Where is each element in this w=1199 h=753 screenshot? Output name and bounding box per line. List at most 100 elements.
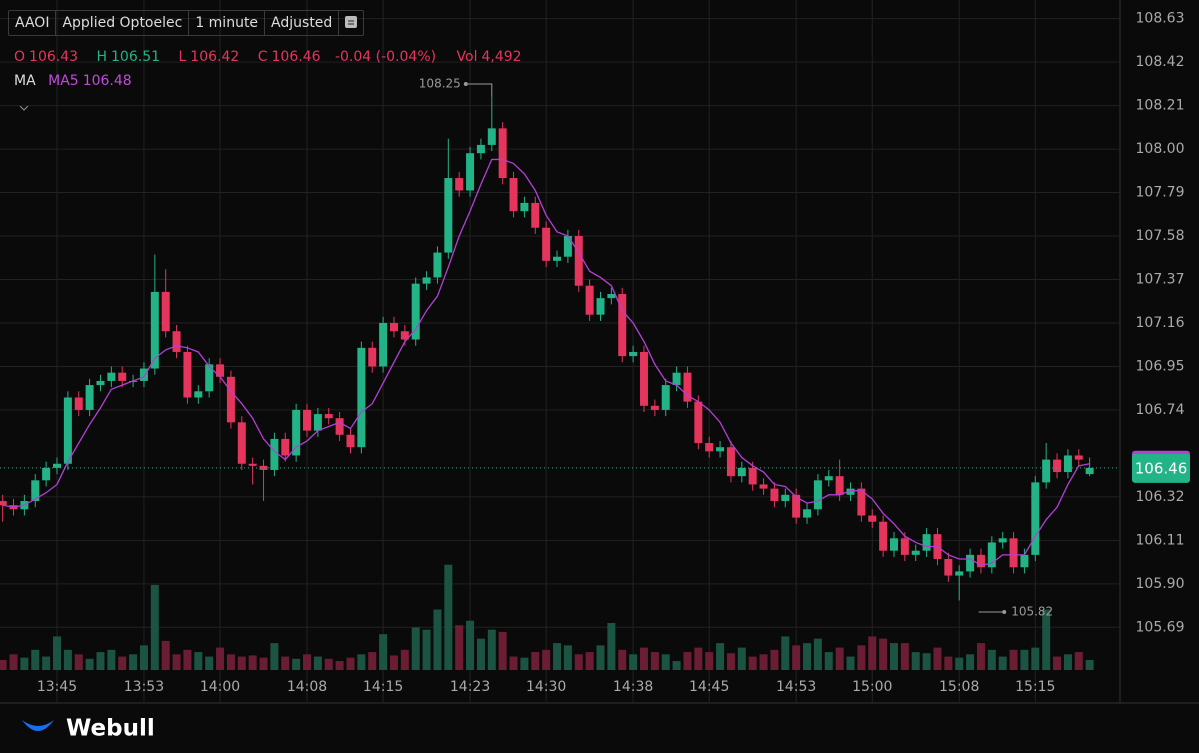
volume-bar — [476, 638, 485, 670]
high-label: H — [96, 49, 108, 65]
volume-bar — [824, 652, 833, 670]
volume-bar — [292, 658, 301, 670]
volume-bar — [672, 661, 681, 670]
volume-bar — [987, 649, 996, 670]
volume-bar — [194, 652, 203, 670]
x-tick-label: 13:53 — [124, 679, 164, 695]
volume-bar — [792, 645, 801, 670]
volume-bar — [846, 656, 855, 670]
volume-bar — [879, 638, 888, 670]
volume-bar — [303, 654, 312, 670]
candle-body — [1031, 482, 1040, 555]
candle-body — [955, 571, 964, 576]
volume-bar — [118, 656, 127, 670]
candle-body — [324, 414, 333, 419]
candle-body — [824, 476, 833, 481]
x-tick-label: 15:00 — [852, 679, 892, 695]
candle-body — [781, 494, 790, 502]
volume-bar — [933, 647, 942, 670]
volume-bar — [335, 661, 344, 670]
candle-body — [368, 347, 377, 367]
candle-body — [998, 538, 1007, 543]
high-dot — [463, 82, 468, 86]
x-tick-label: 14:53 — [776, 679, 816, 695]
candle-body — [216, 364, 225, 377]
volume-bar — [226, 654, 235, 670]
candle-body — [303, 409, 312, 431]
volume-bar — [31, 649, 40, 670]
candle-body — [379, 322, 388, 367]
volume-bar — [726, 653, 735, 670]
candle-body — [813, 480, 822, 510]
company-name[interactable]: Applied Optoelec — [56, 11, 190, 35]
volume-bar — [1053, 656, 1062, 670]
candle-body — [531, 202, 540, 228]
candle-body — [509, 178, 518, 212]
volume-bar — [9, 654, 18, 670]
volume-bar — [139, 645, 148, 670]
volume-bar — [107, 649, 116, 670]
candle-body — [857, 488, 866, 516]
volume-bar — [389, 655, 398, 670]
volume-bar — [74, 654, 83, 670]
volume-bar — [129, 654, 138, 670]
candle-body — [248, 463, 257, 466]
volume-bar — [183, 649, 192, 670]
candle-body — [922, 534, 931, 551]
candle-body — [498, 128, 507, 179]
y-tick-label: 108.42 — [1136, 54, 1185, 70]
candle-body — [161, 291, 170, 332]
collapse-icon[interactable] — [19, 105, 29, 111]
high-annotation: 108.25 — [419, 77, 461, 91]
candle-body — [487, 128, 496, 145]
volume-bar — [737, 647, 746, 670]
volume-bar — [1009, 649, 1018, 670]
volume-bar — [1074, 652, 1083, 670]
candle-body — [629, 351, 638, 357]
candle-body — [389, 322, 398, 332]
volume-bar — [455, 625, 464, 670]
volume-bar — [542, 649, 551, 670]
candle-body — [237, 422, 246, 464]
x-tick-label: 15:15 — [1015, 679, 1055, 695]
candle-body — [770, 488, 779, 502]
candle-body — [792, 494, 801, 518]
volume-bar — [379, 634, 388, 670]
volume-bar — [911, 652, 920, 670]
adjust[interactable]: Adjusted — [265, 11, 340, 35]
candle-body — [74, 397, 83, 410]
interval[interactable]: 1 minute — [189, 11, 266, 35]
low-value: 106.42 — [190, 49, 240, 65]
volume-bar — [585, 652, 594, 670]
y-tick-label: 107.37 — [1136, 271, 1185, 287]
volume-bar — [357, 654, 366, 670]
volume-bar — [150, 584, 159, 670]
volume-bar — [748, 656, 757, 670]
volume-bar — [955, 657, 964, 670]
symbol[interactable]: AAOI — [9, 11, 57, 35]
candle-body — [357, 347, 366, 448]
candle-body — [944, 558, 953, 576]
candle-body — [803, 509, 812, 518]
candle-body — [585, 285, 594, 315]
volume-bar — [0, 659, 7, 670]
ma-legend: MA MA5 106.48 — [14, 73, 136, 89]
volume-bar — [531, 652, 540, 670]
x-tick-label: 13:45 — [37, 679, 77, 695]
candle-body — [879, 521, 888, 551]
volume-bar — [466, 620, 475, 670]
candle-body — [107, 372, 116, 381]
volume-bar — [661, 654, 670, 670]
candle-body — [574, 236, 583, 286]
volume-bar — [1063, 654, 1072, 670]
candle-body — [520, 202, 529, 212]
candle-body — [281, 438, 290, 456]
candle-body — [553, 256, 562, 261]
candle-body — [0, 501, 7, 506]
change: -0.04 (-0.04%) — [334, 49, 437, 65]
menu-icon[interactable] — [339, 11, 363, 35]
volume-bar — [900, 643, 909, 670]
volume-bar — [161, 640, 170, 670]
volume-bar — [889, 643, 898, 670]
candle-body — [563, 236, 572, 257]
